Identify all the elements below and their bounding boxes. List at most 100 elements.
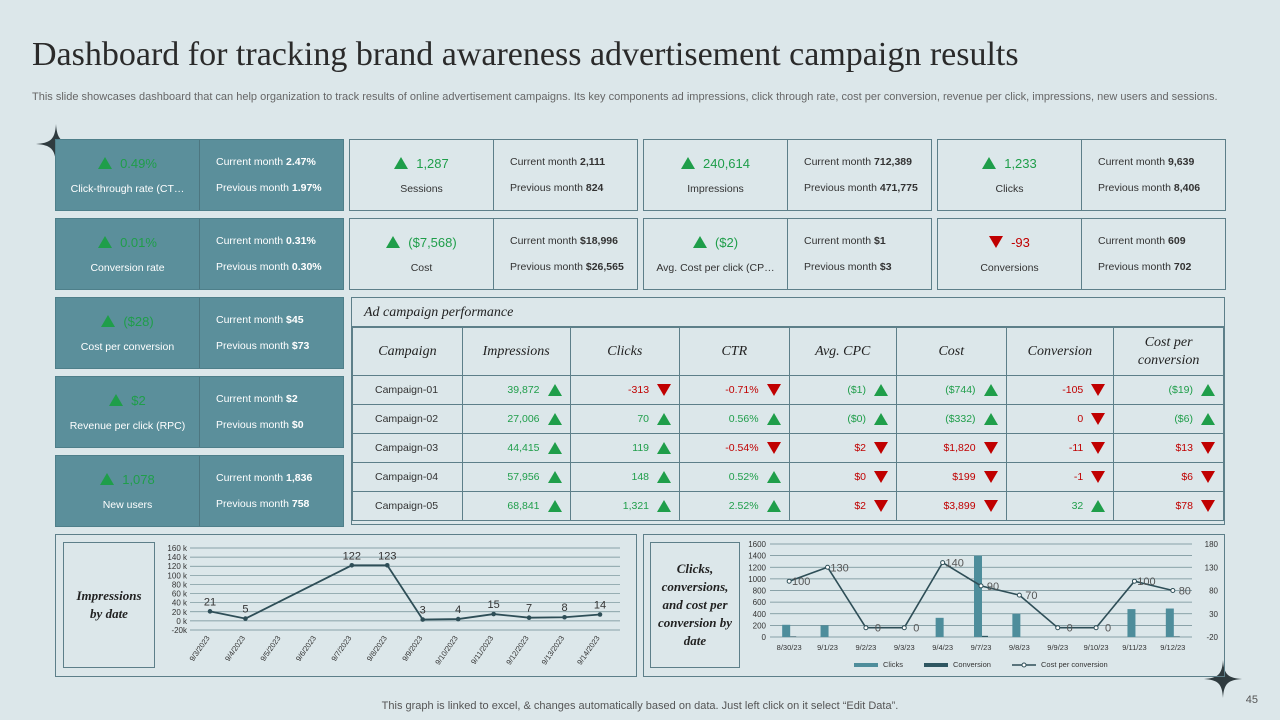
- cell-value: ($6): [1174, 412, 1193, 425]
- column-header: Campaign: [352, 327, 463, 376]
- data-point: [825, 564, 831, 570]
- kpi-summary: 0.01% Conversion rate: [56, 219, 200, 289]
- data-point: [940, 560, 946, 566]
- trend-up-icon: [657, 471, 672, 484]
- table-cell: $6: [1113, 462, 1224, 492]
- kpi-tile: 0.49% Click-through rate (CT… Current mont…: [55, 139, 344, 211]
- current-month-value: 2.47%: [286, 156, 316, 168]
- data-point: [1131, 578, 1137, 584]
- current-month: Current month 2,111: [510, 156, 637, 168]
- previous-month-label: Previous month: [216, 261, 292, 273]
- kpi-comparison: Current month 1,836 Previous month 758: [200, 456, 343, 526]
- campaign-name: Campaign-01: [352, 375, 463, 405]
- table-cell: ($1): [788, 375, 898, 405]
- legend-swatch-clicks: [854, 663, 878, 667]
- clicks-bar: [935, 617, 944, 637]
- data-label: 8: [561, 602, 567, 614]
- column-header: Cost per conversion: [1113, 327, 1224, 376]
- data-label: 80: [1179, 586, 1191, 598]
- cell-value: 0: [1077, 412, 1084, 425]
- table-cell: 0: [1005, 404, 1115, 434]
- current-month-value: 2,111: [580, 156, 606, 168]
- previous-month: Previous month 0.30%: [216, 261, 343, 273]
- kpi-summary: $2 Revenue per click (RPC): [56, 377, 200, 447]
- cell-value: 119: [632, 441, 650, 454]
- kpi-label: Sessions: [400, 182, 443, 195]
- data-point: [349, 563, 355, 568]
- cell-value: -313: [628, 383, 650, 396]
- kpi-delta-value: 1,287: [416, 155, 449, 171]
- cell-value: $2: [854, 441, 867, 454]
- x-tick-label: 9/3/2023: [188, 634, 212, 663]
- clicks-bar: [1165, 608, 1174, 637]
- y-right-tick-label: 130: [1205, 563, 1219, 572]
- table-cell: 39,872: [461, 375, 571, 405]
- x-tick-label: 9/7/2023: [329, 634, 353, 663]
- trend-up-icon: [109, 394, 124, 406]
- conversion-bar: [982, 635, 988, 637]
- kpi-tile: ($7,568) Cost Current month $18,996 Previou…: [349, 218, 638, 290]
- table-cell: 0.52%: [679, 462, 790, 492]
- kpi-delta: 0.49%: [98, 156, 157, 171]
- x-tick-label: 9/10/23: [1084, 643, 1109, 652]
- table-row: Campaign-01 39,872 -313 -0.71% ($1) ($744) -10…: [352, 375, 1224, 405]
- clicks-chart-panel: [643, 534, 1225, 677]
- y-tick-label: 20 k: [172, 608, 188, 617]
- cell-value: -105: [1062, 383, 1084, 396]
- kpi-delta: 1,078: [100, 472, 155, 487]
- kpi-comparison: Current month 9,639 Previous month 8,406: [1082, 140, 1225, 210]
- trend-down-icon: [657, 384, 672, 397]
- previous-month-value: $0: [291, 419, 304, 431]
- data-point: [526, 615, 532, 620]
- current-month-label: Current month: [510, 235, 581, 247]
- trend-down-icon: [1091, 471, 1106, 484]
- cell-value: 2.52%: [728, 499, 759, 512]
- current-month-value: 0.31%: [286, 235, 316, 247]
- y-left-tick-label: 1200: [748, 563, 766, 572]
- table-caption: Ad campaign performance: [352, 298, 1224, 327]
- data-label: 14: [594, 600, 606, 612]
- current-month-value: 1,836: [286, 472, 313, 484]
- kpi-summary: 1,078 New users: [56, 456, 200, 526]
- kpi-comparison: Current month $2 Previous month $0: [200, 377, 343, 447]
- legend-swatch-conversion: [924, 663, 948, 667]
- kpi-summary: ($7,568) Cost: [350, 219, 494, 289]
- trend-up-icon: [386, 236, 401, 248]
- x-tick-label: 9/10/2023: [433, 634, 460, 667]
- current-month: Current month 9,639: [1098, 156, 1225, 168]
- table-cell: ($744): [896, 375, 1007, 405]
- kpi-comparison: Current month 2.47% Previous month 1.97%: [200, 140, 343, 210]
- kpi-tile: 0.01% Conversion rate Current month 0.31% P…: [55, 218, 344, 290]
- kpi-label: Impressions: [687, 182, 744, 195]
- kpi-comparison: Current month 0.31% Previous month 0.30%: [200, 219, 343, 289]
- data-label: 4: [455, 604, 461, 616]
- kpi-tile: ($28) Cost per conversion Current month $4…: [55, 297, 344, 369]
- x-tick-label: 9/8/2023: [365, 634, 389, 663]
- table-cell: 148: [569, 462, 681, 492]
- table-cell: -1: [1005, 462, 1115, 492]
- cell-value: ($0): [847, 412, 867, 425]
- impressions-chart-panel: [55, 534, 637, 677]
- cell-value: 39,872: [507, 383, 540, 396]
- x-tick-label: 9/6/2023: [294, 634, 318, 663]
- trend-down-icon: [1201, 442, 1215, 455]
- y-left-tick-label: 200: [753, 621, 767, 630]
- cell-value: $6: [1181, 470, 1193, 483]
- kpi-summary: 1,287 Sessions: [350, 140, 494, 210]
- trend-up-icon: [657, 442, 672, 455]
- current-month-value: $1: [874, 235, 886, 247]
- current-month: Current month $18,996: [510, 235, 637, 247]
- kpi-delta-value: 1,233: [1004, 155, 1037, 171]
- x-tick-label: 9/5/2023: [258, 634, 282, 663]
- trend-down-icon: [874, 500, 889, 513]
- cell-value: 27,006: [507, 412, 540, 425]
- kpi-delta-value: 0.49%: [120, 155, 157, 171]
- kpi-delta-value: ($7,568): [408, 234, 457, 250]
- cell-value: -1: [1073, 470, 1084, 483]
- kpi-comparison: Current month 2,111 Previous month 824: [494, 140, 637, 210]
- current-month-label: Current month: [804, 156, 875, 168]
- kpi-comparison: Current month $45 Previous month $73: [200, 298, 343, 368]
- y-right-tick-label: 30: [1209, 610, 1218, 619]
- trend-up-icon: [98, 236, 113, 248]
